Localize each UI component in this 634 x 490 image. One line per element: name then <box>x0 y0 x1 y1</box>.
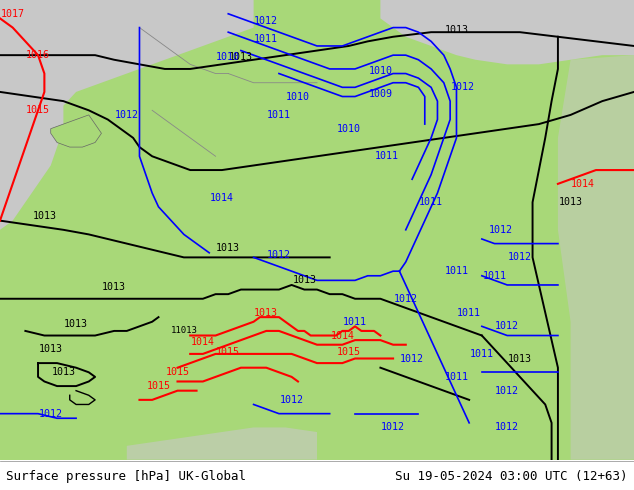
Text: 1012: 1012 <box>451 82 475 92</box>
Text: 1009: 1009 <box>368 89 392 99</box>
Text: 1013: 1013 <box>254 308 278 318</box>
Text: 1013: 1013 <box>39 344 63 354</box>
Text: 11013: 11013 <box>171 326 197 336</box>
Text: 1010: 1010 <box>368 66 392 76</box>
Text: 1012: 1012 <box>495 386 519 396</box>
Text: 1011: 1011 <box>457 308 481 318</box>
Text: 1016: 1016 <box>26 50 50 60</box>
Text: 1012: 1012 <box>489 225 513 235</box>
Text: 1013: 1013 <box>102 282 126 292</box>
Polygon shape <box>0 0 254 230</box>
Text: 1015: 1015 <box>146 381 171 391</box>
Text: 1013: 1013 <box>444 25 469 35</box>
Text: 1014: 1014 <box>330 331 354 341</box>
Text: 1011: 1011 <box>375 151 399 161</box>
Text: 1013: 1013 <box>229 52 253 62</box>
Text: 1015: 1015 <box>337 346 361 357</box>
Text: 1011: 1011 <box>444 372 469 382</box>
Polygon shape <box>51 115 101 147</box>
Text: 1015: 1015 <box>216 346 240 357</box>
Text: 1012: 1012 <box>381 422 405 433</box>
Text: 1012: 1012 <box>400 353 424 364</box>
Polygon shape <box>380 0 634 64</box>
Text: 1012: 1012 <box>495 321 519 331</box>
Text: 1013: 1013 <box>559 197 583 207</box>
Text: 1013: 1013 <box>51 368 75 377</box>
Text: 1012: 1012 <box>39 409 63 418</box>
Polygon shape <box>558 55 634 460</box>
Text: 1011: 1011 <box>254 34 278 44</box>
Text: 1012: 1012 <box>280 395 304 405</box>
Text: Surface pressure [hPa] UK-Global: Surface pressure [hPa] UK-Global <box>6 470 247 483</box>
Text: 1015: 1015 <box>26 105 50 115</box>
Text: 1014: 1014 <box>191 338 215 347</box>
Text: 1012: 1012 <box>394 294 418 304</box>
Text: 1012: 1012 <box>267 250 291 260</box>
Text: 1012: 1012 <box>254 16 278 25</box>
Text: Su 19-05-2024 03:00 UTC (12+63): Su 19-05-2024 03:00 UTC (12+63) <box>395 470 628 483</box>
Text: 1011: 1011 <box>444 266 469 276</box>
Text: 1013: 1013 <box>64 319 88 329</box>
Text: 1014: 1014 <box>571 179 595 189</box>
Text: 1010: 1010 <box>216 52 240 62</box>
Text: 1010: 1010 <box>286 92 310 101</box>
Text: 1013: 1013 <box>292 275 316 285</box>
Text: 1013: 1013 <box>32 211 56 221</box>
Text: 1012: 1012 <box>495 422 519 433</box>
Text: 1017: 1017 <box>1 9 25 19</box>
Text: 1012: 1012 <box>508 252 532 262</box>
Polygon shape <box>127 427 317 460</box>
Text: 1014: 1014 <box>210 193 234 203</box>
Text: 1010: 1010 <box>337 123 361 134</box>
Text: 1011: 1011 <box>343 317 367 327</box>
Text: 1015: 1015 <box>165 368 190 377</box>
Text: 1011: 1011 <box>419 197 443 207</box>
Text: 1013: 1013 <box>508 353 532 364</box>
Text: 1011: 1011 <box>267 110 291 120</box>
Text: 1011: 1011 <box>482 271 507 281</box>
Text: 1012: 1012 <box>115 110 139 120</box>
Text: 1013: 1013 <box>216 243 240 253</box>
Text: 1011: 1011 <box>470 349 494 359</box>
